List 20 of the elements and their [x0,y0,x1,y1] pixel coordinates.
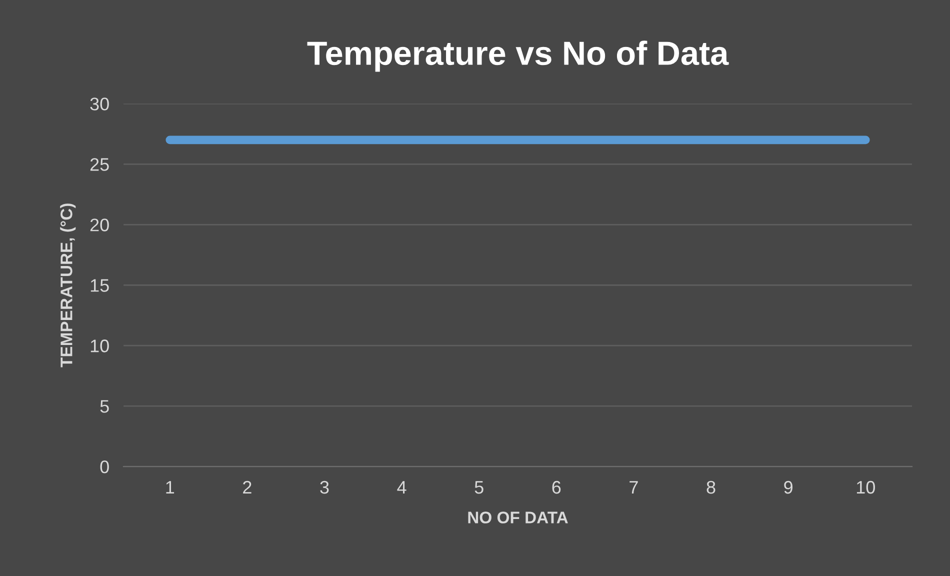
x-tick-label: 2 [243,480,252,494]
x-tick-label: 7 [630,481,638,494]
x-tick-label: 10 [856,480,875,494]
y-tick-label: 25 [90,158,109,171]
x-tick-label: 8 [706,480,716,494]
x-tick-label: 4 [397,481,406,494]
x-axis-title: NO OF DATA [468,512,568,524]
x-tick-label: 3 [320,480,329,494]
y-tick-label: 0 [100,460,109,474]
y-tick-label: 20 [90,218,109,232]
x-tick-label: 6 [552,480,561,494]
chart-title: Temperature vs No of Data [307,40,729,72]
y-tick-label: 15 [90,279,109,292]
y-tick-label: 30 [90,98,109,110]
x-tick-label: 5 [474,481,484,494]
x-tick-label: 9 [784,480,792,494]
y-tick-label: 5 [100,400,109,413]
y-tick-label: 10 [90,340,109,352]
y-axis-title: TEMPERATURE, (°C) [60,204,76,368]
x-tick-label: 1 [166,481,174,494]
